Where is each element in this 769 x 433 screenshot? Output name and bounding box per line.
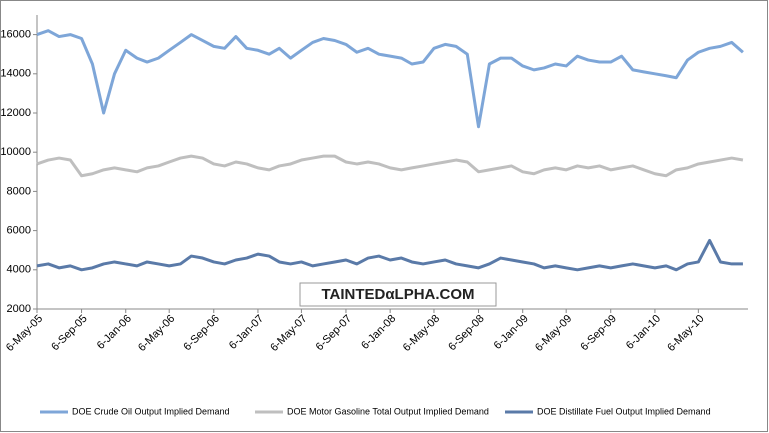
data-line [36, 238, 743, 272]
y-tick-label: 2000 [7, 303, 31, 315]
y-tick-label: 6000 [7, 225, 31, 237]
legend-label: DOE Crude Oil Output Implied Demand [72, 406, 230, 416]
y-tick-label: 8000 [7, 185, 31, 197]
data-line [36, 154, 744, 178]
y-tick-label: 4000 [7, 264, 31, 276]
y-tick-label: 14000 [0, 68, 31, 80]
watermark: TAINTEDαLPHA.COM [299, 282, 497, 307]
watermark-text: TAINTEDαLPHA.COM [321, 286, 474, 303]
legend-label: DOE Distillate Fuel Output Implied Deman… [537, 406, 711, 416]
data-line [36, 29, 744, 129]
y-tick-label: 10000 [0, 146, 31, 158]
watermark-box [299, 282, 497, 307]
legend: DOE Crude Oil Output Implied Demand DOE M… [40, 406, 711, 416]
y-tick-label: 16000 [0, 29, 31, 41]
legend-label: DOE Motor Gasoline Total Output Implied … [287, 406, 489, 416]
y-tick-label: 12000 [0, 107, 31, 119]
